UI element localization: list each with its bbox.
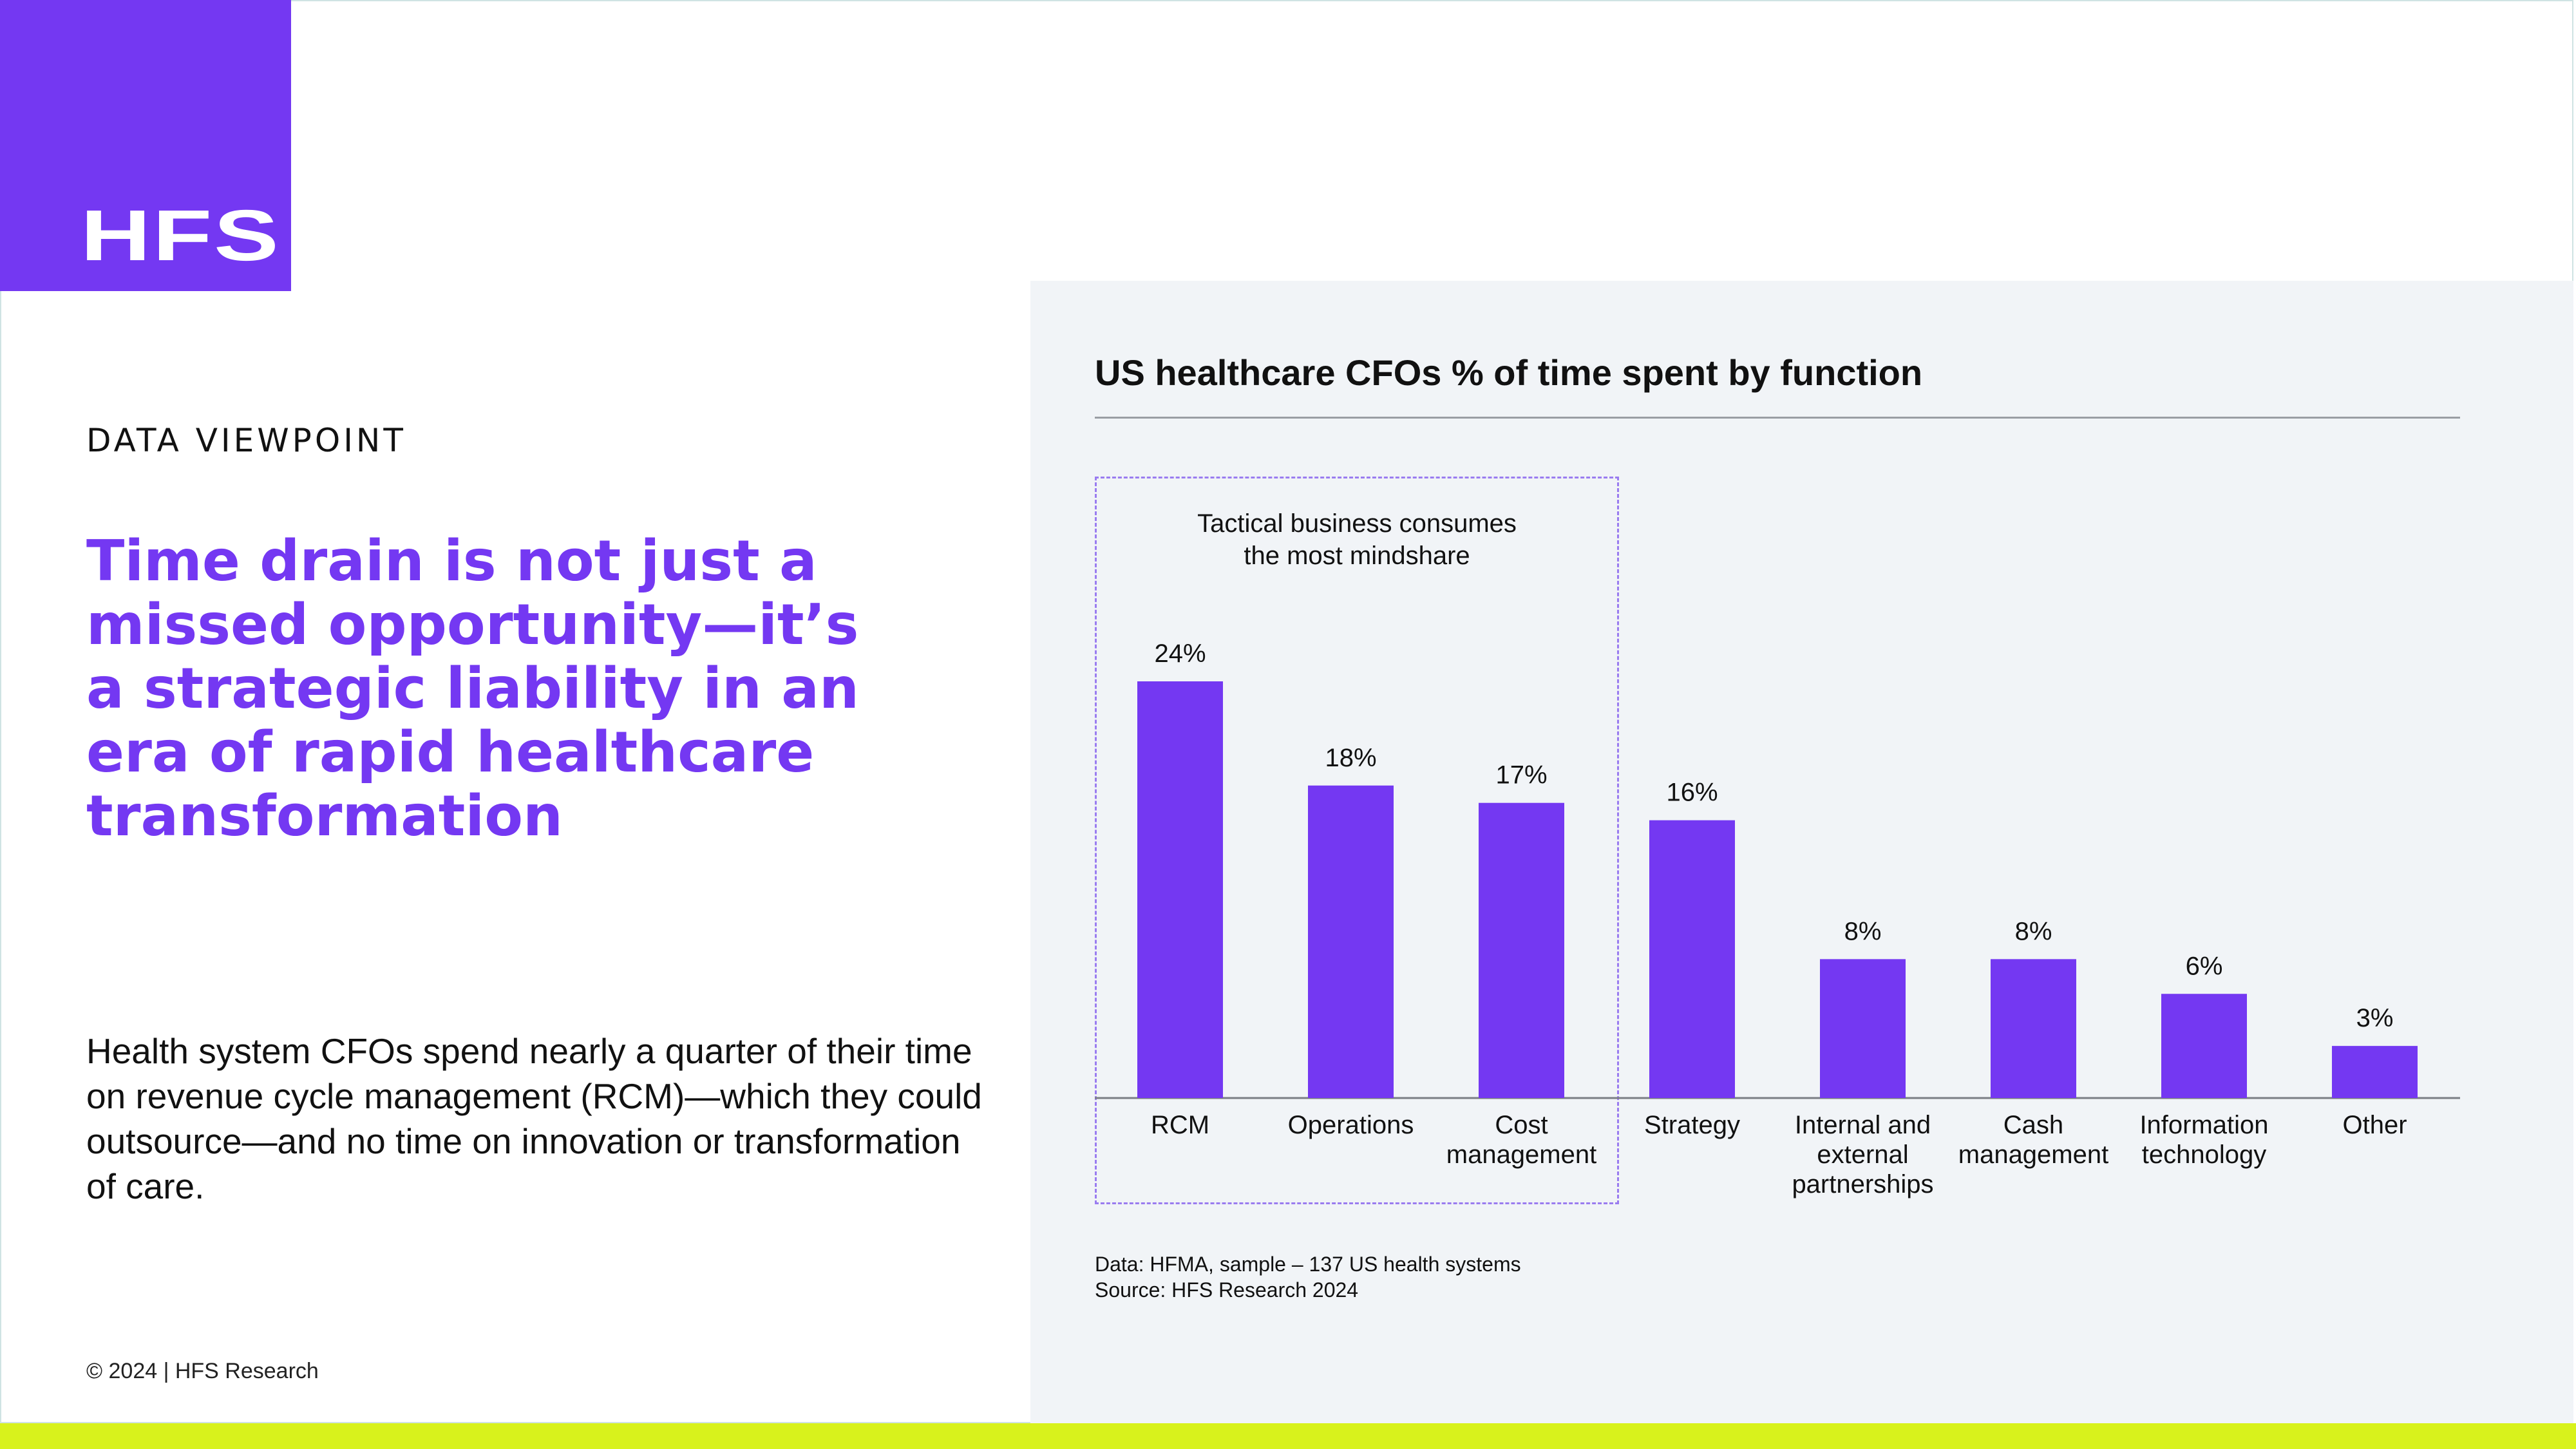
title-divider — [1095, 417, 2460, 419]
bar — [1991, 959, 2076, 1098]
x-tick-label: Operations — [1288, 1111, 1414, 1139]
bar-value-label: 8% — [2015, 917, 2052, 945]
bar — [1649, 820, 1735, 1098]
bottom-accent-bar — [0, 1423, 2576, 1449]
headline: Time drain is not just a missed opportun… — [86, 528, 859, 849]
bar-value-label: 24% — [1154, 639, 1206, 668]
body-paragraph: Health system CFOs spend nearly a quarte… — [86, 1031, 982, 1206]
annotation-highlight-box — [1095, 477, 1619, 1204]
data-note: Data: HFMA, sample – 137 US health syste… — [1095, 1253, 1521, 1276]
chart-panel — [1030, 281, 2573, 1423]
bar-value-label: 18% — [1325, 744, 1376, 772]
x-tick-label: Strategy — [1644, 1111, 1740, 1139]
bar-value-label: 16% — [1666, 779, 1718, 807]
x-tick-label: partnerships — [1792, 1170, 1933, 1198]
hfs-logo: HFS — [80, 195, 281, 276]
source-note: Source: HFS Research 2024 — [1095, 1278, 1359, 1302]
x-tick-label: Internal and — [1795, 1111, 1931, 1139]
x-tick-label: Cost — [1495, 1111, 1548, 1139]
bar-value-label: 3% — [2356, 1004, 2394, 1032]
x-tick-label: Information — [2139, 1111, 2268, 1139]
chart-title: US healthcare CFOs % of time spent by fu… — [1095, 352, 1923, 393]
annotation-line: Tactical business consumes — [1197, 509, 1517, 538]
x-tick-label: external — [1817, 1141, 1908, 1169]
bar — [2161, 994, 2247, 1098]
bar-value-label: 6% — [2186, 952, 2223, 980]
x-tick-label: technology — [2142, 1141, 2266, 1169]
x-tick-label: management — [1446, 1141, 1596, 1169]
x-tick-label: Cash — [2003, 1111, 2063, 1139]
bar-value-label: 17% — [1495, 761, 1547, 790]
chart-notes: Data: HFMA, sample – 137 US health syste… — [1095, 1251, 1521, 1303]
x-tick-label: RCM — [1151, 1111, 1209, 1139]
bar — [1820, 959, 1906, 1098]
copyright-text: © 2024 | HFS Research — [86, 1359, 319, 1383]
section-eyebrow: DATA VIEWPOINT — [86, 422, 406, 459]
bar — [1137, 681, 1223, 1098]
bar-value-label: 8% — [1844, 917, 1882, 945]
bar — [1308, 785, 1394, 1098]
annotation-line: the most mindshare — [1244, 542, 1470, 570]
chart-annotation: Tactical business consumes the most mind… — [1095, 507, 1619, 572]
logo-block: HFS — [0, 0, 291, 291]
bar — [2332, 1046, 2418, 1098]
x-tick-label: management — [1958, 1141, 2108, 1169]
bar — [1479, 802, 1564, 1098]
bar-chart: 24%RCM18%Operations17%Costmanagement16%S… — [1095, 639, 2460, 1198]
x-tick-label: Other — [2342, 1111, 2407, 1139]
